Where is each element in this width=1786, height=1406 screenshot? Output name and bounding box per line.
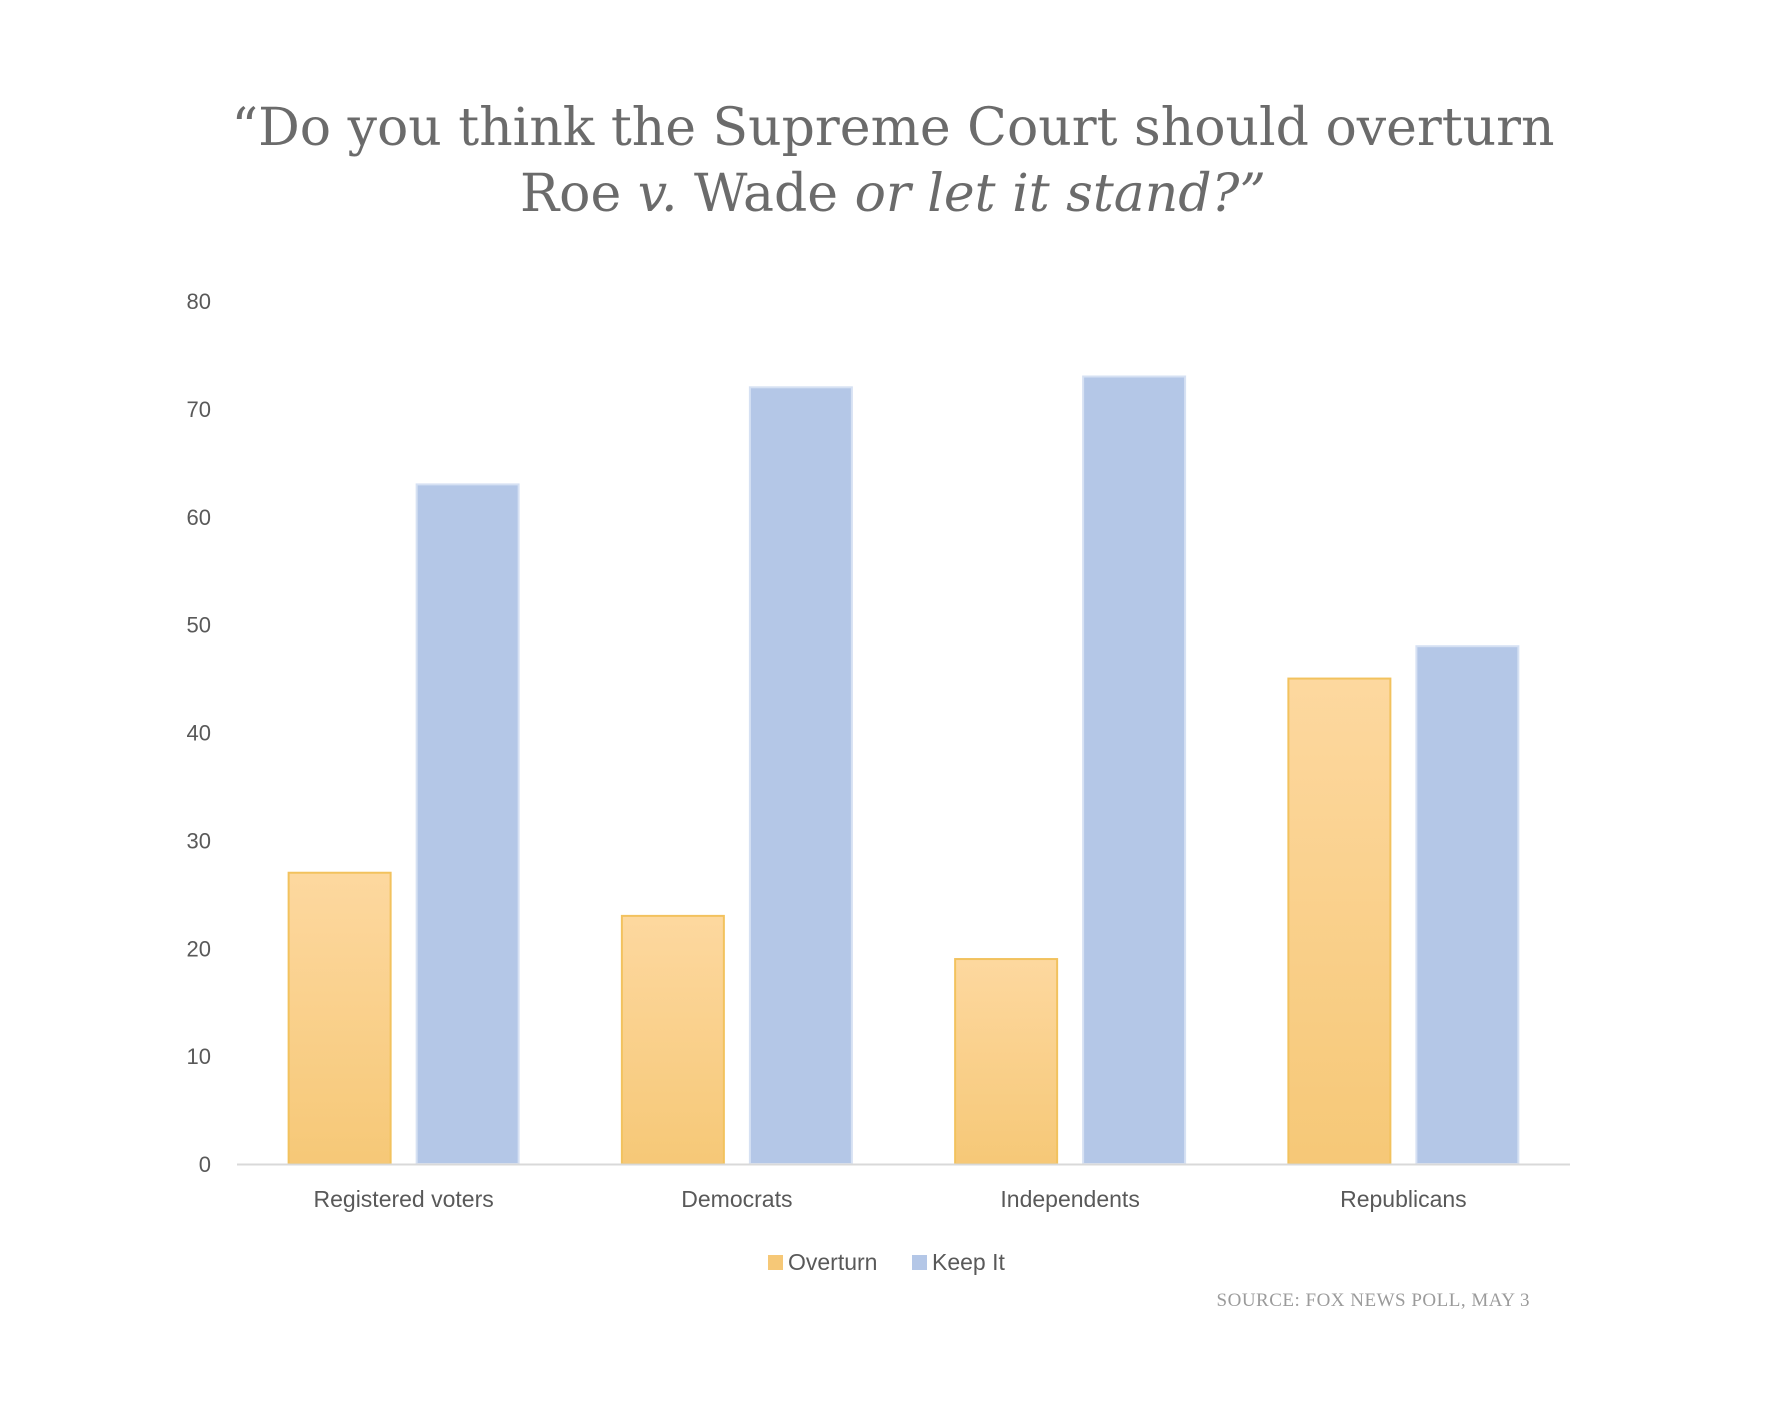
legend-label: Overturn <box>788 1249 877 1275</box>
bar-keep-it <box>415 483 520 1165</box>
legend: Overturn Keep It <box>768 1249 1005 1275</box>
y-tick-label: 20 <box>187 936 211 961</box>
y-axis-tick-labels: 0 10 20 30 40 50 60 70 80 <box>187 289 211 1177</box>
bars <box>287 375 1520 1166</box>
y-tick-label: 30 <box>187 828 211 853</box>
chart-title-line-1: “Do you think the Supreme Court should o… <box>231 98 1555 158</box>
title-v: v. <box>637 164 678 224</box>
bar-keep-it <box>1082 375 1187 1165</box>
source-note: SOURCE: FOX NEWS POLL, MAY 3 <box>1216 1290 1530 1311</box>
bar-overturn <box>620 914 725 1166</box>
bar-keep-it <box>1415 645 1520 1165</box>
y-tick-label: 40 <box>187 721 211 746</box>
x-axis-category-labels: Registered voters Democrats Independents Re… <box>314 1186 1467 1212</box>
y-tick-label: 80 <box>187 289 211 314</box>
bar-keep-it <box>748 386 853 1165</box>
bar-overturn <box>287 871 392 1165</box>
title-wade: Wade <box>694 164 839 224</box>
x-category-label: Democrats <box>681 1186 792 1212</box>
y-tick-label: 70 <box>187 397 211 422</box>
title-roe: Roe <box>520 164 622 224</box>
legend-swatch-keep-it <box>912 1255 927 1270</box>
y-tick-label: 60 <box>187 505 211 530</box>
x-category-label: Republicans <box>1340 1186 1467 1212</box>
bar-overturn <box>954 958 1059 1165</box>
legend-label: Keep It <box>932 1249 1005 1275</box>
y-tick-label: 50 <box>187 613 211 638</box>
x-category-label: Independents <box>1000 1186 1139 1212</box>
y-tick-label: 0 <box>199 1152 211 1177</box>
chart-title-line-2: Roe v. Wade or let it stand?” <box>0 168 1786 220</box>
bar-overturn <box>1287 677 1392 1165</box>
title-rest: or let it stand?” <box>854 164 1266 224</box>
legend-swatch-overturn <box>768 1255 783 1270</box>
x-category-label: Registered voters <box>314 1186 494 1212</box>
y-tick-label: 10 <box>187 1044 211 1069</box>
